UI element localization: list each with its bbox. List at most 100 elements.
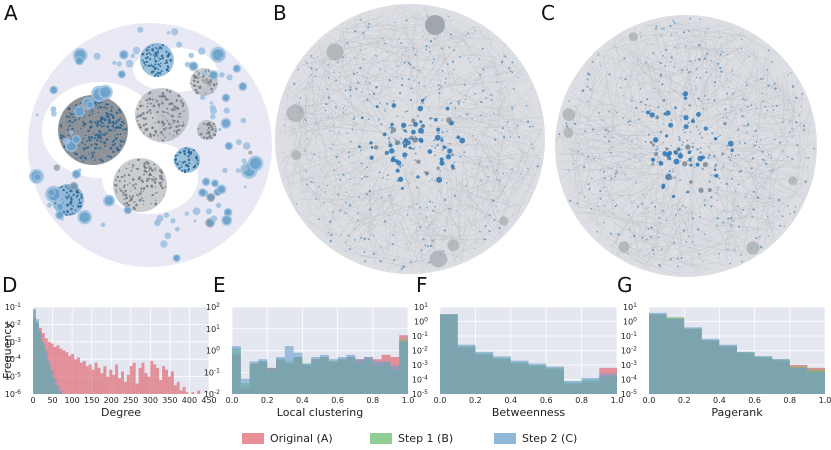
network-a-small-cluster [174,226,180,232]
bar-step2 [302,363,312,394]
bar-step2 [399,341,408,394]
network-a-small-cluster [242,142,251,150]
bar-original [71,353,75,394]
bar-step2 [284,346,294,394]
network-a-small-cluster [235,168,241,174]
network-a-small-cluster [193,219,197,223]
bar-original [106,376,110,394]
network-a-small-cluster [202,70,208,76]
network-a-small-cluster [172,254,181,263]
y-tick-label: 10-2 [412,346,428,356]
bar-original [77,357,80,394]
bar-original [97,367,101,394]
bar-step2 [47,360,51,394]
legend-swatch-step1 [370,433,392,444]
bar-original [191,392,195,394]
bar-step2 [510,360,529,394]
network-a-small-cluster [220,117,232,129]
bar-original [182,387,186,394]
x-tick-label: 0.6 [331,396,344,405]
bar-original [123,381,127,394]
x-tick-label: 100 [64,396,79,405]
x-tick-label: 0 [30,396,35,405]
pagerank-histogram: 0.0 0.2 0.4 0.6 0.8 1.0 10-5 10-4 10-3 10-2 10-1 10… [621,302,831,419]
bar-original [62,350,66,394]
network-a-small-cluster [210,107,218,115]
betweenness-histogram: 0.0 0.2 0.4 0.6 0.8 1.0 10-5 10-4 10-3 10-2 10-1 10… [412,302,624,419]
legend-swatch-step2 [494,433,516,444]
bar-step2 [546,366,564,394]
bar-original [82,360,86,394]
bar-original [74,359,77,394]
network-a-small-cluster [98,84,113,100]
panel-label-d: D [2,273,17,297]
bar-original [79,362,83,394]
network-a-small-cluster [53,164,61,171]
network-b-graphic [275,4,545,274]
local-clustering-histogram: 0.0 0.2 0.4 0.6 0.8 1.0 10-2 10-1 100 101 102 Local… [204,302,415,419]
network-a-small-cluster [160,240,168,248]
network-a-small-cluster [47,202,53,208]
legend-label-step1: Step 1 (B) [398,432,453,445]
network-a-gray-cluster [135,88,189,142]
y-tick-label: 10-5 [621,389,637,399]
x-tick-label: 0.0 [434,396,447,405]
bar-step2 [372,361,382,395]
bar-step2 [701,338,720,394]
x-tick-label: 0.8 [575,396,588,405]
network-a-small-cluster [49,85,59,95]
panel-label-g: G [617,273,633,297]
bar-original [147,376,151,394]
y-tick-label: 10-1 [5,302,21,312]
bar-step2 [267,367,276,394]
bar-original [126,374,130,394]
network-a-small-cluster [221,214,233,226]
network-a-small-cluster [241,158,247,164]
network-a-small-cluster [176,41,183,48]
bar-original [179,390,183,394]
network-a-small-cluster [86,100,95,109]
bar-original [65,352,69,394]
bar-original [103,366,107,394]
x-tick-label: 150 [84,396,99,405]
network-a-gray-cluster [113,158,167,212]
network-a-small-cluster [69,130,74,135]
y-tick-label: 10-4 [621,375,637,385]
bar-original [50,343,54,394]
network-a-small-cluster [35,113,39,117]
network-a-small-cluster [184,211,189,216]
bar-step2 [737,351,755,394]
network-a-graphic [28,23,272,267]
x-tick-label: 0.0 [643,396,656,405]
bar-original [94,362,98,394]
network-a-small-cluster [248,150,253,155]
network-a-small-cluster [220,56,224,60]
network-a-small-cluster [198,47,206,55]
network-a-small-cluster [78,168,82,172]
bar-original [138,367,142,394]
network-a-small-cluster [156,214,164,222]
bar-step2 [293,352,303,394]
x-tick-label: 0.4 [504,396,517,405]
bar-original [109,369,113,394]
bar-original [112,374,116,394]
network-a-small-cluster [210,46,226,63]
bar-original [68,355,72,394]
y-axis-title: Frequency [1,322,14,379]
bar-step2 [346,354,356,394]
bar-step2 [563,380,582,394]
bar-original [176,381,180,394]
bar-step2 [772,359,790,394]
x-tick-label: 200 [104,396,119,405]
network-a-small-cluster [247,155,264,172]
bar-original [53,347,57,394]
x-tick-label: 0.8 [366,396,379,405]
network-a-small-cluster [112,60,117,65]
network-a-small-cluster [223,107,230,114]
x-tick-label: 350 [162,396,177,405]
bar-step2 [684,327,702,394]
x-tick-label: 0.8 [783,396,796,405]
bar-step2 [440,314,458,394]
y-tick-label: 10-5 [412,389,428,399]
bar-original [135,383,139,394]
